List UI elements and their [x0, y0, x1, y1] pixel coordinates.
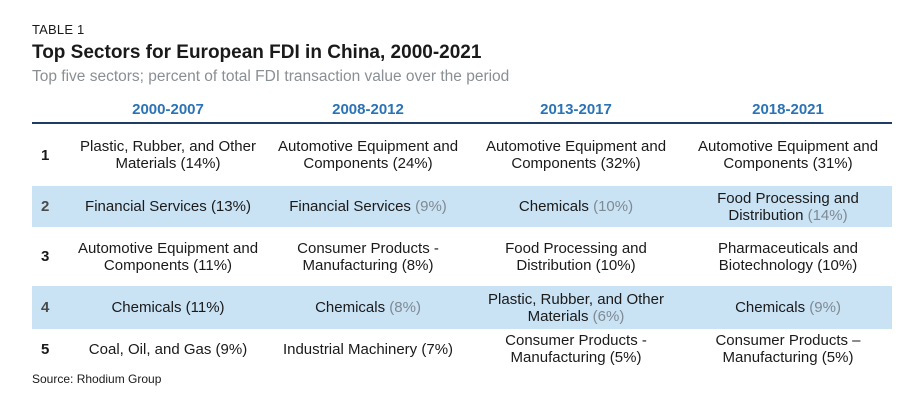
source-note: Source: Rhodium Group [32, 372, 162, 386]
table-cell: Consumer Products - Manufacturing (5%) [468, 329, 684, 369]
sector-percent: (9%) [215, 340, 248, 358]
sector-label: Pharmaceuticals and Biotechnology [717, 239, 859, 274]
table-cell: Financial Services (9%) [268, 186, 468, 227]
sector-percent: (5%) [821, 349, 854, 366]
table-cell: Industrial Machinery (7%) [268, 329, 468, 369]
sector-percent: (5%) [609, 349, 642, 366]
sector-label: Industrial Machinery [282, 340, 418, 358]
table-cell: Pharmaceuticals and Biotechnology (10%) [684, 227, 892, 286]
sector-percent: (10%) [817, 256, 858, 274]
sector-percent: (8%) [389, 299, 421, 316]
sector-percent: (14%) [180, 155, 221, 172]
sector-percent: (9%) [415, 198, 447, 215]
sector-label: Automotive Equipment and Components [277, 138, 459, 172]
column-header-2013-2017: 2013-2017 [468, 96, 684, 124]
sector-label: Consumer Products - Manufacturing [297, 239, 439, 274]
sector-percent: (7%) [421, 340, 454, 358]
row-rank: 3 [41, 248, 50, 265]
sector-label: Automotive Equipment and Components [697, 138, 879, 172]
rank-header [32, 96, 68, 124]
table-cell: Chemicals (8%) [268, 286, 468, 329]
row-rank: 4 [32, 286, 68, 329]
sector-percent: (31%) [812, 155, 853, 172]
column-header-2000-2007: 2000-2007 [68, 96, 268, 124]
sector-label: Chemicals [518, 198, 589, 215]
sector-label: Financial Services [85, 198, 207, 215]
table-cell: Automotive Equipment and Components (24%… [268, 123, 468, 186]
table-cell: Financial Services (13%) [68, 186, 268, 227]
table-cell: Consumer Products – Manufacturing (5%) [684, 329, 892, 369]
column-header-2018-2021: 2018-2021 [684, 96, 892, 124]
sector-percent: (32%) [600, 155, 641, 172]
sector-label: Plastic, Rubber, and Other Materials [488, 290, 664, 325]
sector-label: Coal, Oil, and Gas [88, 340, 212, 358]
sectors-table: 2000-2007 2008-2012 2013-2017 2018-2021 … [32, 96, 892, 369]
table-cell: Chemicals (9%) [684, 286, 892, 329]
sector-percent: (10%) [593, 198, 634, 215]
sector-label: Chemicals [111, 299, 182, 316]
table-figure: TABLE 1 Top Sectors for European FDI in … [32, 22, 892, 369]
table-row: 4 Chemicals (11%) Chemicals (8%) Plastic, R… [32, 286, 892, 329]
sector-label: Food Processing and Distribution [505, 239, 647, 274]
table-cell: Food Processing and Distribution (14%) [684, 186, 892, 227]
sector-label: Automotive Equipment and Components [485, 138, 667, 172]
sector-percent: (11%) [185, 299, 225, 316]
table-title: Top Sectors for European FDI in China, 2… [32, 42, 482, 63]
sector-percent: (9%) [809, 299, 841, 316]
column-header-2008-2012: 2008-2012 [268, 96, 468, 124]
table-cell: Automotive Equipment and Components (11%… [68, 227, 268, 286]
sector-percent: (10%) [595, 256, 636, 274]
sector-label: Financial Services [289, 198, 411, 215]
table-row: 2 Financial Services (13%) Financial Servi… [32, 186, 892, 227]
table-number: TABLE 1 [32, 22, 85, 37]
table-cell: Plastic, Rubber, and Other Materials (6%… [468, 286, 684, 329]
table-row: 1 Plastic, Rubber, and Other Materials (1… [32, 123, 892, 186]
table-row: 3 Automotive Equipment and Components (11… [32, 227, 892, 286]
row-rank: 5 [41, 340, 50, 358]
sector-label: Plastic, Rubber, and Other Materials [80, 138, 256, 172]
sector-label: Food Processing and Distribution [717, 189, 859, 224]
sector-label: Automotive Equipment and Components [77, 239, 259, 274]
sector-percent: (14%) [807, 206, 848, 224]
sector-label: Chemicals [735, 299, 806, 316]
table-cell: Automotive Equipment and Components (32%… [468, 123, 684, 186]
table-subtitle: Top five sectors; percent of total FDI t… [32, 68, 510, 85]
table-cell: Chemicals (10%) [468, 186, 684, 227]
table-cell: Plastic, Rubber, and Other Materials (14… [68, 123, 268, 186]
header-row: 2000-2007 2008-2012 2013-2017 2018-2021 [32, 96, 892, 124]
table-row: 5 Coal, Oil, and Gas (9%) Industrial Machi… [32, 329, 892, 369]
row-rank: 1 [41, 146, 50, 164]
table-cell: Chemicals (11%) [68, 286, 268, 329]
row-rank: 2 [32, 186, 68, 227]
table-cell: Coal, Oil, and Gas (9%) [68, 329, 268, 369]
sector-label: Chemicals [315, 299, 386, 316]
sector-percent: (24%) [392, 155, 433, 172]
sector-percent: (6%) [592, 307, 625, 325]
sector-label: Consumer Products – Manufacturing [715, 332, 861, 366]
sector-percent: (8%) [401, 256, 434, 274]
sector-percent: (11%) [193, 256, 233, 274]
sector-percent: (13%) [210, 198, 251, 215]
table-cell: Automotive Equipment and Components (31%… [684, 123, 892, 186]
sector-label: Consumer Products - Manufacturing [505, 332, 647, 366]
table-cell: Consumer Products - Manufacturing (8%) [268, 227, 468, 286]
table-cell: Food Processing and Distribution (10%) [468, 227, 684, 286]
